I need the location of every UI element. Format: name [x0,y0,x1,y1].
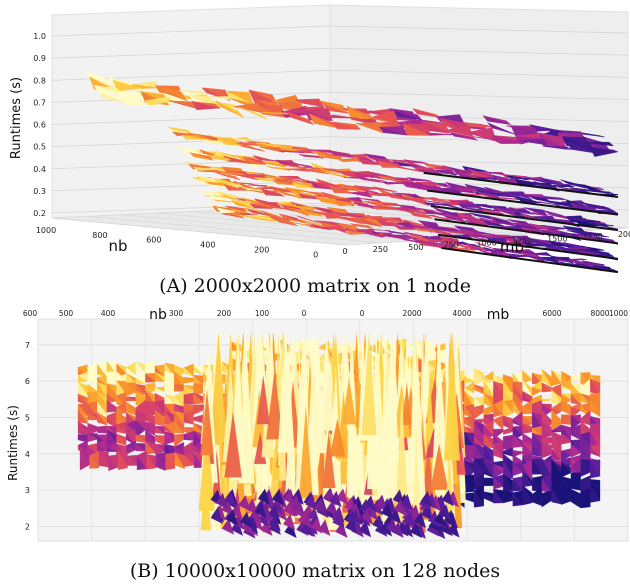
chart-b-zlabel: Runtimes (s) [6,405,20,481]
chart-b-ztick: 2 [25,522,30,531]
chart-b-ztick: 4 [25,450,30,459]
chart-a: 0.2 0.3 0.4 0.5 0.6 0.7 0.8 0.9 1.0 1000 800 600 400… [9,4,630,274]
chart-a-xtick: 250 [373,245,388,254]
chart-a-ylabel: nb [108,237,127,255]
chart-a-surface-layer [199,190,619,261]
chart-b-xtick: 0 [360,309,365,318]
chart-a-ztick: 0.3 [33,187,46,196]
chart-a-xtick: 1250 [512,236,532,245]
chart-a-ytick: 0 [313,250,318,259]
caption-b-text: 10000x10000 matrix on 128 nodes [164,560,501,582]
chart-a-surface-layer [167,126,619,198]
caption-b: (B) 10000x10000 matrix on 128 nodes [0,560,630,582]
chart-b-ztick: 5 [25,413,30,422]
caption-b-tag: (B) [129,560,159,582]
chart-a-xtick: 0 [342,247,347,256]
chart-a-zlabel: Runtimes (s) [9,77,24,159]
caption-a-text: 2000x2000 matrix on 1 node [193,275,471,297]
chart-b-ztick: 6 [25,377,30,386]
chart-b-surface-block [444,367,601,473]
chart-a-surface-layer [84,70,619,157]
chart-a-ytick: 800 [92,231,107,240]
chart-a-ztick: 0.7 [33,98,46,107]
chart-a-ztick: 0.2 [33,209,46,218]
chart-a-xtick: 1000 [476,239,496,248]
chart-b-xlabel: mb [487,307,510,323]
caption-a-tag: (A) [159,275,188,297]
chart-b-surface-spikes [198,332,466,540]
chart-b-xtick: 1000 [609,309,628,318]
chart-b-ztick: 3 [25,486,30,495]
chart-b-ylabel: nb [149,307,167,323]
chart-a-ytick: 1000 [36,226,56,235]
chart-a-ztick: 0.6 [33,121,46,130]
chart-a-ticks: 0.2 0.3 0.4 0.5 0.6 0.7 0.8 0.9 1.0 1000 800 600 400… [33,32,630,259]
chart-b-xtick: 8000 [590,309,609,318]
chart-a-surface [84,70,619,274]
chart-a-xtick: 1500 [547,234,567,243]
chart-b-surface [77,332,601,540]
chart-b-xtick: 4000 [452,309,471,318]
chart-a-ztick: 0.9 [33,54,46,63]
chart-a-ytick: 400 [200,241,215,250]
chart-b-ytick: 600 [23,309,38,318]
chart-a-surface-layer [175,145,619,216]
chart-b-ytick: 200 [217,309,232,318]
chart-a-ztick: 0.5 [33,143,46,152]
chart-a-ztick: 0.8 [33,76,46,85]
chart-a-ytick: 600 [146,236,161,245]
chart-a-xlabel: mb [500,238,524,256]
chart-a-xtick: 1750 [582,232,602,241]
chart-b-ytick: 100 [255,309,270,318]
chart-a-xtick: 500 [408,243,423,252]
chart-b-ytick: 400 [101,309,116,318]
chart-a-surface-layer [207,203,619,274]
chart-a-xtick: 2000 [618,230,630,239]
chart-b-ytick: 500 [59,309,74,318]
chart-a-ztick: 1.0 [33,32,46,41]
chart-a-surface-layer [183,161,619,232]
chart-a-ytick: 200 [254,245,269,254]
chart-a-xtick: 750 [443,241,458,250]
chart-b-ytick: 300 [169,309,184,318]
chart-b-ytick: 0 [302,309,307,318]
caption-a: (A) 2000x2000 matrix on 1 node [0,275,630,297]
chart-a-ztick: 0.4 [33,165,46,174]
chart-a-surface-layer [191,175,619,245]
chart-b-xtick: 2000 [402,309,421,318]
chart-b-ztick: 7 [25,341,30,350]
chart-b-xtick: 6000 [542,309,561,318]
